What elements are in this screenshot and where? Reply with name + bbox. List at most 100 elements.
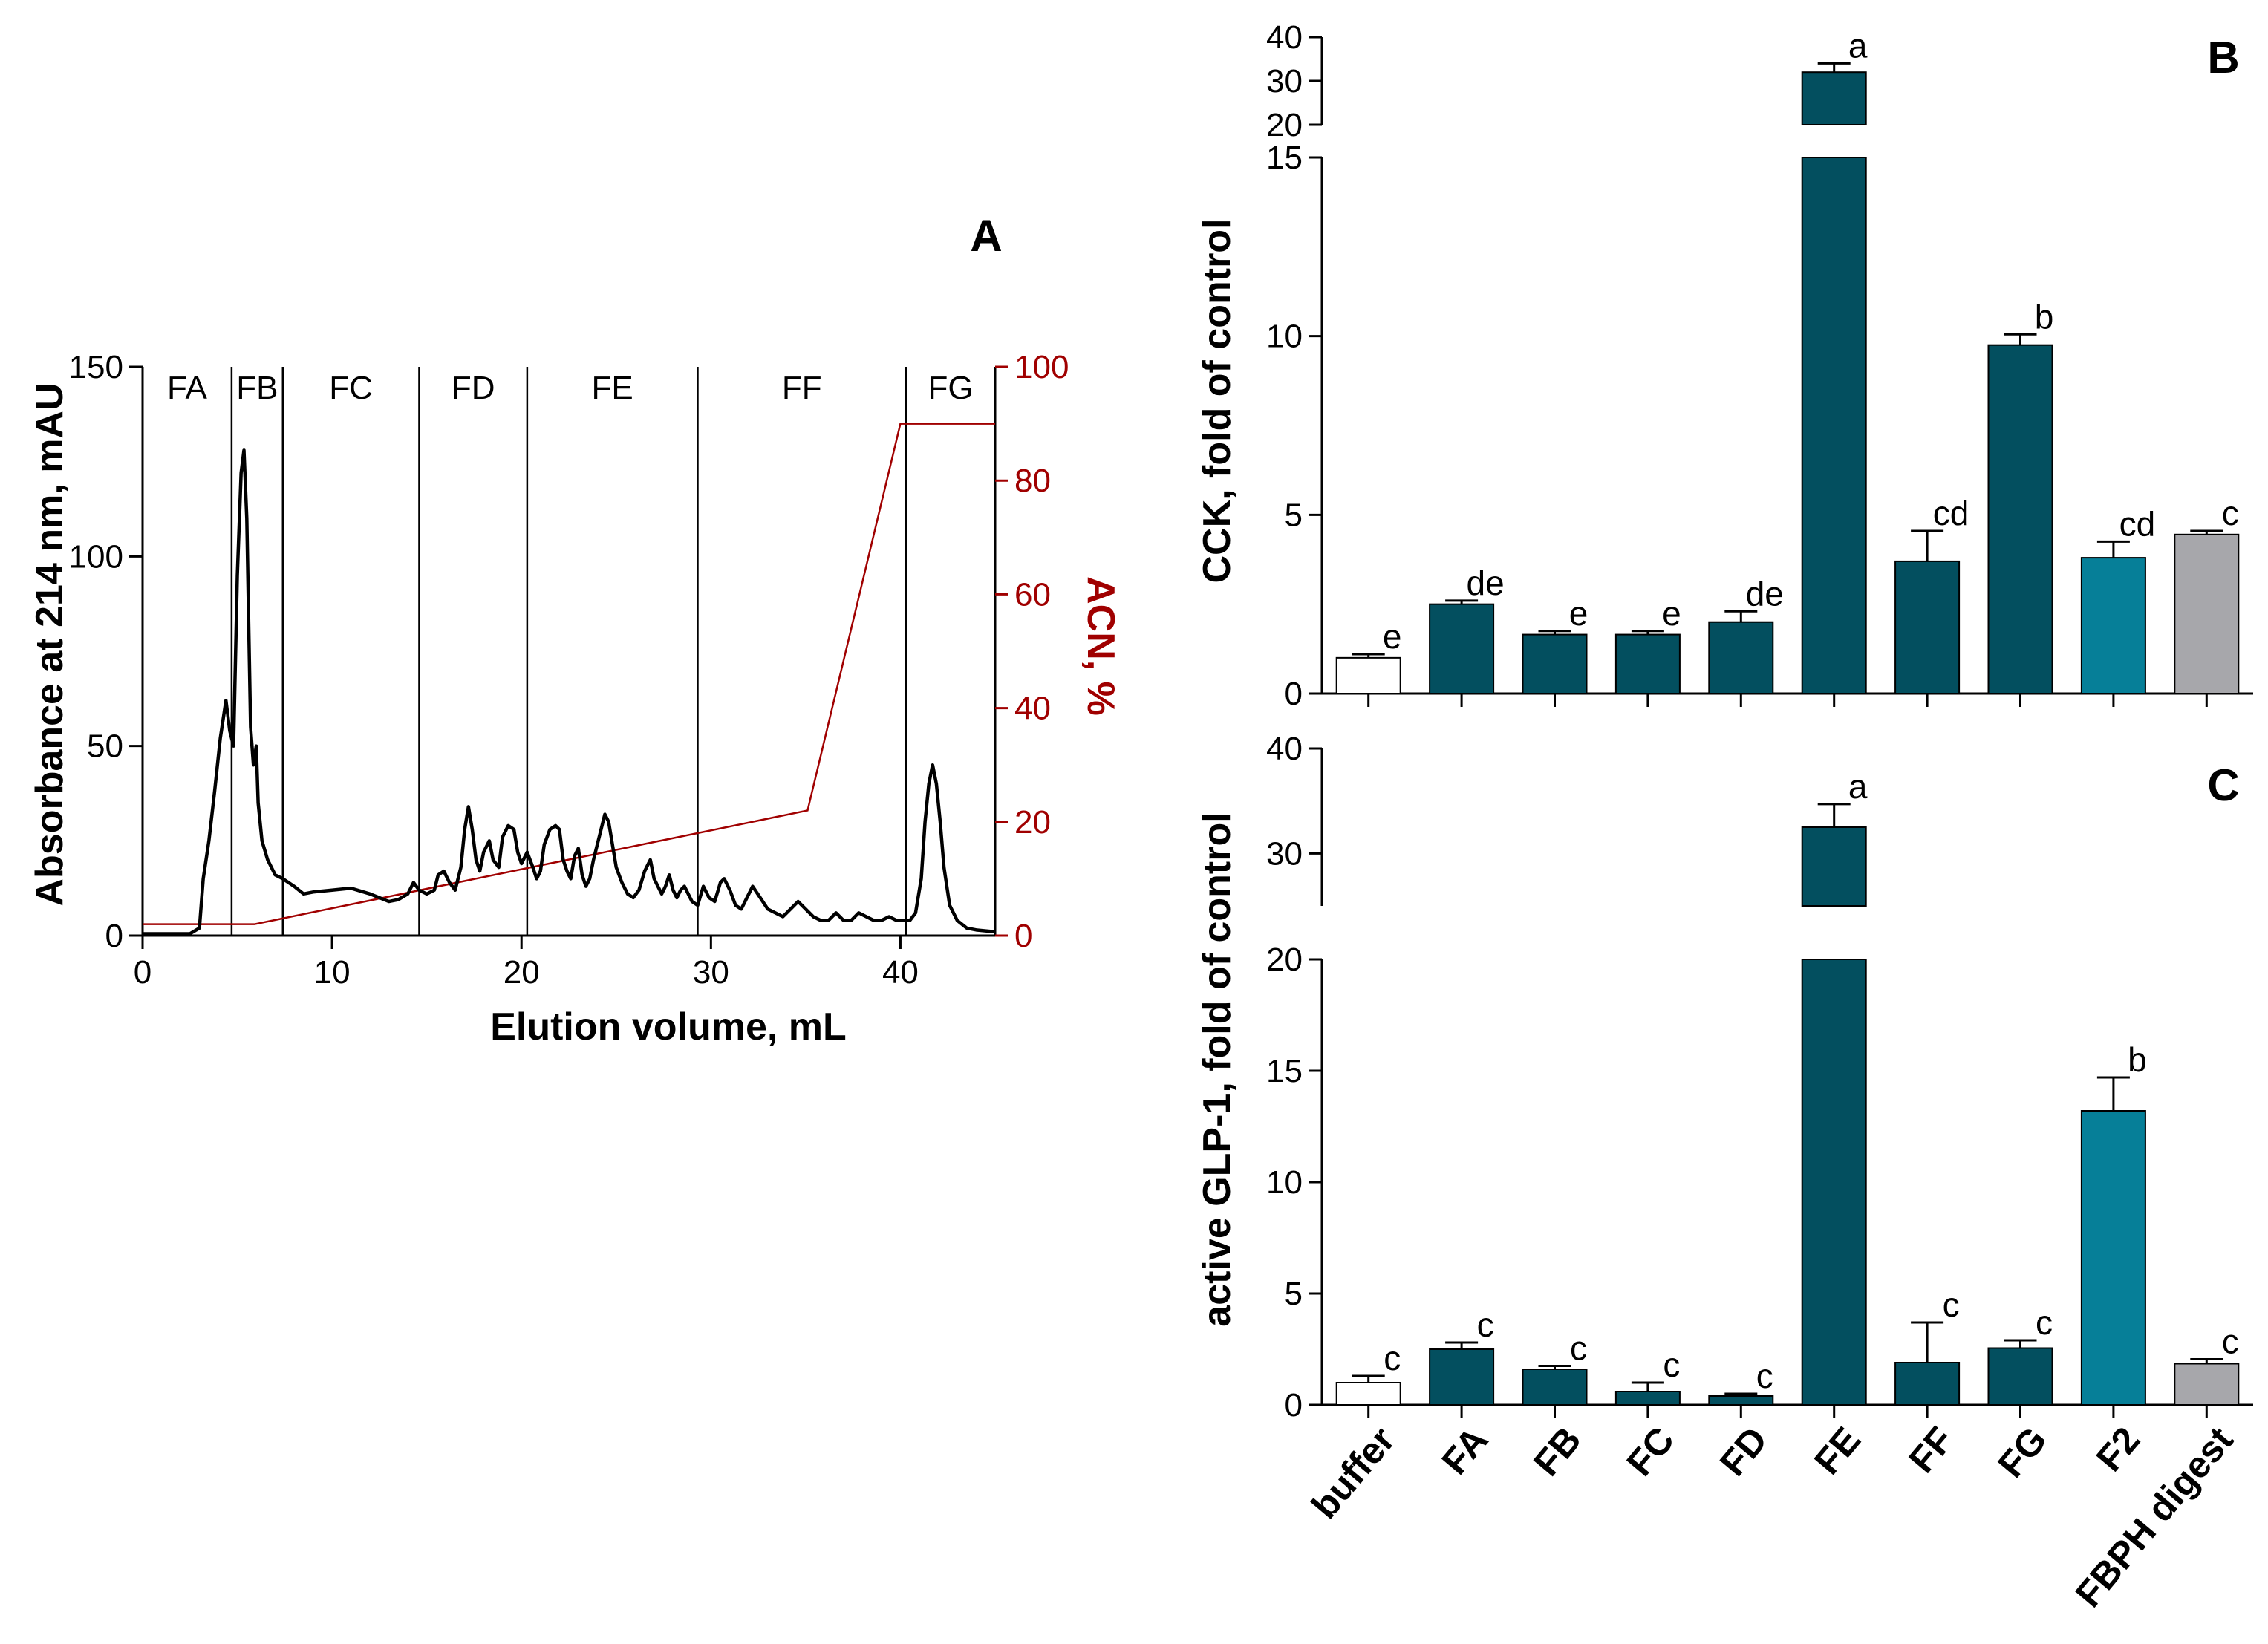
bar-fbph-digest xyxy=(2174,1363,2240,1406)
y2-tick-label: 100 xyxy=(1014,349,1069,385)
panel-label-b: B xyxy=(2207,33,2239,82)
y-tick-label: 30 xyxy=(1266,63,1303,100)
fraction-label-fc: FC xyxy=(329,370,373,406)
significance-letter: de xyxy=(1746,574,1784,613)
y-tick-label: 15 xyxy=(1266,140,1303,176)
bar-fe-upper xyxy=(1801,826,1867,907)
chart-b-ylabel: CCK, fold of control xyxy=(1196,218,1239,583)
y-tick-label: 40 xyxy=(1266,731,1303,767)
significance-letter: b xyxy=(2035,297,2054,336)
chart-a: FA FB FC FD FE FF FG 0 10 20 30 40 0 50 100 150 0 20 40 60 8… xyxy=(69,349,1069,991)
y-tick-label: 150 xyxy=(69,349,123,385)
y-tick-label: 20 xyxy=(1266,942,1303,978)
bar-fb xyxy=(1522,633,1588,695)
fraction-label-fa: FA xyxy=(167,370,207,406)
y-tick-label: 5 xyxy=(1285,1276,1303,1312)
bar-ff xyxy=(1894,1362,1961,1406)
category-label: FD xyxy=(1712,1419,1776,1484)
y-tick-label: 10 xyxy=(1266,1164,1303,1201)
y2-tick-label: 80 xyxy=(1014,463,1051,499)
y-tick-label: 0 xyxy=(1285,676,1303,712)
fraction-label-fe: FE xyxy=(592,370,633,406)
significance-letter: de xyxy=(1467,564,1505,602)
y-tick-label: 0 xyxy=(105,918,123,954)
y-tick-label: 50 xyxy=(87,728,123,765)
y-tick-label: 0 xyxy=(1285,1387,1303,1423)
category-label: buffer xyxy=(1303,1419,1403,1527)
significance-letter: c xyxy=(1756,1357,1773,1395)
y2-tick-label: 60 xyxy=(1014,576,1051,613)
bar-fd xyxy=(1708,621,1774,695)
significance-letter: a xyxy=(1848,26,1868,65)
bar-fe-lower xyxy=(1801,157,1867,694)
y-tick-label: 30 xyxy=(1266,835,1303,872)
significance-letter: e xyxy=(1383,617,1402,656)
y2-tick-label: 40 xyxy=(1014,691,1051,727)
significance-letter: c xyxy=(1477,1305,1494,1344)
category-label: FA xyxy=(1434,1419,1496,1482)
significance-letter: cd xyxy=(1933,494,1969,532)
fraction-label-ff: FF xyxy=(782,370,822,406)
significance-letter: cd xyxy=(2119,504,2156,543)
y2-tick-label: 0 xyxy=(1014,918,1032,954)
significance-letter: e xyxy=(1569,594,1588,633)
category-label: F2 xyxy=(2088,1419,2148,1479)
bar-fe-upper xyxy=(1801,71,1867,125)
significance-letter: c xyxy=(2036,1303,2053,1342)
bar-fd xyxy=(1708,1395,1774,1406)
significance-letter: c xyxy=(2222,1322,2239,1361)
significance-letter: c xyxy=(1663,1345,1680,1384)
bar-fbph-digest xyxy=(2174,533,2240,694)
significance-letter: e xyxy=(1662,594,1681,633)
category-label: FG xyxy=(1990,1419,2055,1485)
chart-c-ylabel: active GLP-1, fold of control xyxy=(1196,812,1239,1326)
bar-fb xyxy=(1522,1369,1588,1406)
y-tick-label: 15 xyxy=(1266,1053,1303,1089)
category-label: FB xyxy=(1525,1419,1589,1484)
y-tick-label: 100 xyxy=(69,538,123,575)
y-tick-label: 20 xyxy=(1266,107,1303,143)
significance-letter: c xyxy=(1384,1339,1401,1377)
bar-fe-lower xyxy=(1801,959,1867,1406)
chart-a-y2label: ACN, % xyxy=(1079,576,1122,716)
bar-f2 xyxy=(2080,557,2146,694)
bar-f2 xyxy=(2080,1110,2146,1406)
significance-letter: c xyxy=(1570,1329,1587,1368)
x-tick-label: 30 xyxy=(693,954,729,991)
significance-letter: b xyxy=(2128,1040,2147,1079)
fraction-label-fg: FG xyxy=(928,370,973,406)
panel-label-a: A xyxy=(970,211,1002,261)
bar-fc xyxy=(1614,633,1681,695)
bar-fc xyxy=(1614,1391,1681,1406)
absorbance-trace xyxy=(143,448,996,936)
acn-gradient-line xyxy=(143,423,995,925)
x-tick-label: 0 xyxy=(134,954,151,991)
y-tick-label: 5 xyxy=(1285,497,1303,533)
significance-letter: c xyxy=(1943,1285,1960,1324)
significance-letter: c xyxy=(2222,494,2239,532)
bar-buffer xyxy=(1335,656,1401,694)
chart-c: 0 5 10 15 20 30 40 c buffer c FA c FB c FC c FD a FE c FF c FG… xyxy=(1266,731,2253,1615)
bar-fg xyxy=(1987,1347,2053,1406)
fraction-label-fd: FD xyxy=(452,370,495,406)
bar-buffer xyxy=(1335,1382,1401,1406)
bar-ff xyxy=(1894,560,1961,695)
y2-tick-label: 20 xyxy=(1014,804,1051,841)
significance-letter: a xyxy=(1848,767,1868,806)
fraction-label-fb: FB xyxy=(236,370,278,406)
category-label: FF xyxy=(1900,1419,1961,1481)
y-tick-label: 10 xyxy=(1266,319,1303,355)
y-tick-label: 40 xyxy=(1266,19,1303,56)
category-label: FC xyxy=(1619,1419,1683,1484)
x-tick-label: 40 xyxy=(882,954,919,991)
panel-label-c: C xyxy=(2207,760,2239,810)
category-label: FE xyxy=(1806,1419,1868,1482)
x-tick-label: 10 xyxy=(314,954,351,991)
bar-fa xyxy=(1429,1348,1495,1406)
bar-fg xyxy=(1987,344,2053,694)
chart-a-xlabel: Elution volume, mL xyxy=(490,1005,847,1048)
x-tick-label: 20 xyxy=(504,954,540,991)
bar-fa xyxy=(1429,603,1495,695)
